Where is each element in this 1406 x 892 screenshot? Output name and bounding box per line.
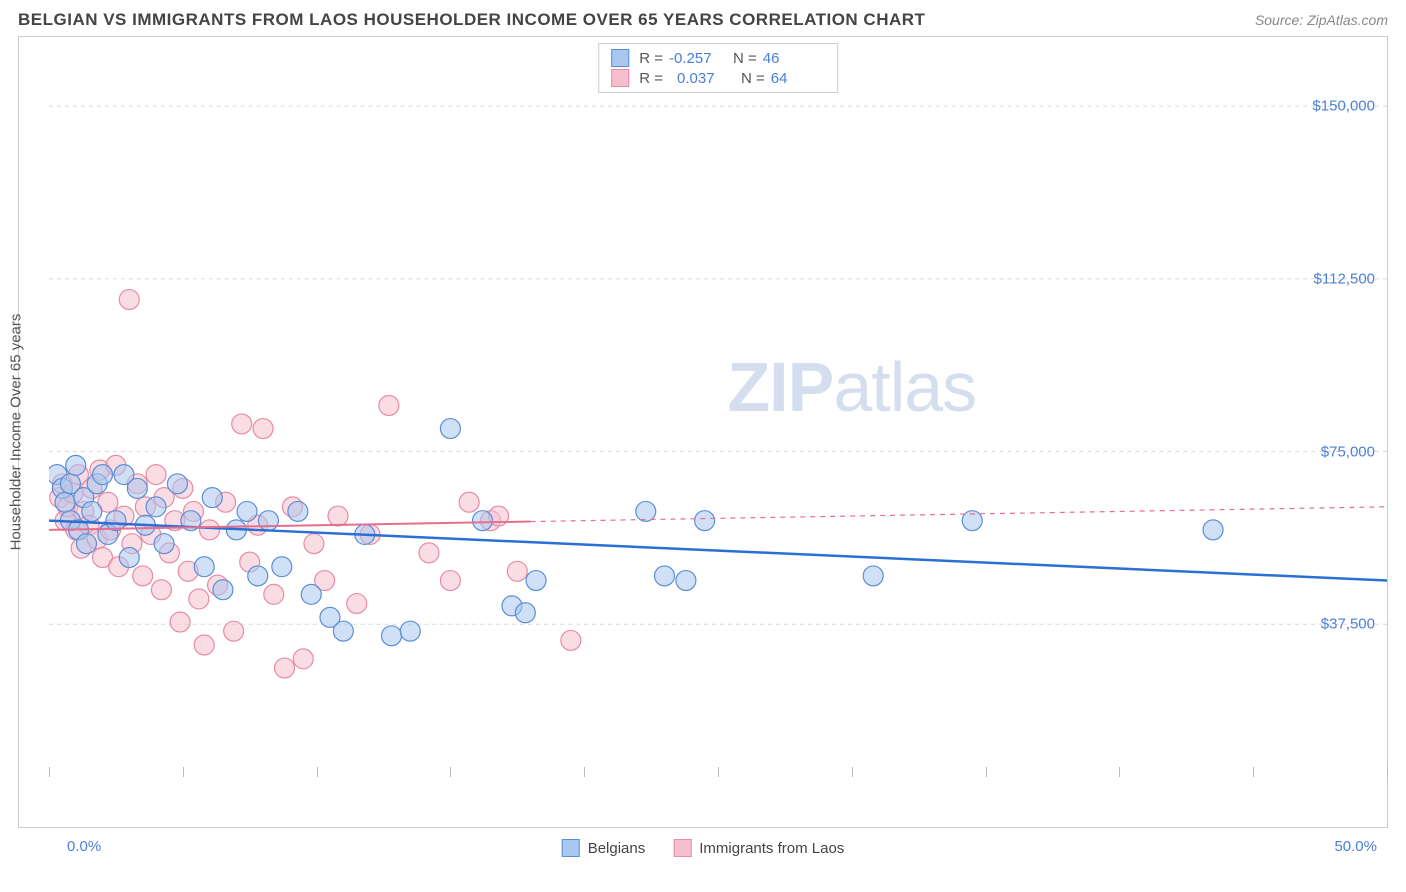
data-point [1203,520,1223,540]
data-point [76,534,96,554]
data-point [304,534,324,554]
data-point [170,612,190,632]
data-point [419,543,439,563]
swatch-belgians-icon [562,839,580,857]
x-tick [986,767,987,777]
chart-container: Householder Income Over 65 years ZIPatla… [18,36,1388,828]
data-point [507,561,527,581]
chart-source: Source: ZipAtlas.com [1255,12,1388,28]
data-point [237,501,257,521]
data-point [440,571,460,591]
data-point [119,548,139,568]
data-point [82,501,102,521]
chart-header: BELGIAN VS IMMIGRANTS FROM LAOS HOUSEHOL… [0,0,1406,36]
data-point [863,566,883,586]
stats-legend: R = -0.257 N = 46 R = 0.037 N = 64 [598,43,838,93]
data-point [224,621,244,641]
data-point [440,419,460,439]
data-point [333,621,353,641]
x-tick [584,767,585,777]
data-point [654,566,674,586]
x-tick [1253,767,1254,777]
data-point [293,649,313,669]
data-point [347,594,367,614]
x-axis-max-label: 50.0% [1334,838,1377,855]
data-point [213,580,233,600]
y-tick-label: $75,000 [1321,443,1375,460]
data-point [232,414,252,434]
data-point [151,580,171,600]
data-point [676,571,696,591]
x-tick [317,767,318,777]
data-point [55,492,75,512]
data-point [258,511,278,531]
swatch-laos-icon [673,839,691,857]
data-point [248,566,268,586]
data-point [301,584,321,604]
data-point [66,455,86,475]
x-tick [852,767,853,777]
x-tick [1387,767,1388,777]
data-point [515,603,535,623]
data-point [154,534,174,554]
x-tick [1119,767,1120,777]
data-point [636,501,656,521]
data-point [146,465,166,485]
stats-row-laos: R = 0.037 N = 64 [611,68,825,88]
legend-item-laos: Immigrants from Laos [673,839,844,857]
data-point [561,630,581,650]
swatch-belgians [611,49,629,67]
data-point [167,474,187,494]
data-point [272,557,292,577]
x-tick [183,767,184,777]
data-point [194,557,214,577]
data-point [526,571,546,591]
data-point [382,626,402,646]
stats-row-belgians: R = -0.257 N = 46 [611,48,825,68]
data-point [127,478,147,498]
scatter-svg [49,37,1387,797]
trendline-dashed [531,507,1387,522]
data-point [146,497,166,517]
swatch-laos [611,69,629,87]
data-point [200,520,220,540]
data-point [133,566,153,586]
data-point [93,465,113,485]
data-point [379,396,399,416]
data-point [189,589,209,609]
data-point [459,492,479,512]
data-point [400,621,420,641]
data-point [253,419,273,439]
y-axis-title: Householder Income Over 65 years [8,314,25,551]
data-point [695,511,715,531]
data-point [194,635,214,655]
plot-area: ZIPatlas $37,500$75,000$112,500$150,000 … [49,37,1387,797]
data-point [275,658,295,678]
x-axis-min-label: 0.0% [67,838,101,855]
data-point [264,584,284,604]
x-tick [49,767,50,777]
data-point [288,501,308,521]
data-point [328,506,348,526]
data-point [119,290,139,310]
data-point [202,488,222,508]
data-point [473,511,493,531]
bottom-legend: Belgians Immigrants from Laos [562,839,845,857]
chart-title: BELGIAN VS IMMIGRANTS FROM LAOS HOUSEHOL… [18,10,925,30]
x-tick [718,767,719,777]
y-tick-label: $37,500 [1321,616,1375,633]
x-tick [450,767,451,777]
y-tick-label: $112,500 [1314,270,1375,287]
legend-item-belgians: Belgians [562,839,646,857]
y-tick-label: $150,000 [1312,98,1375,115]
